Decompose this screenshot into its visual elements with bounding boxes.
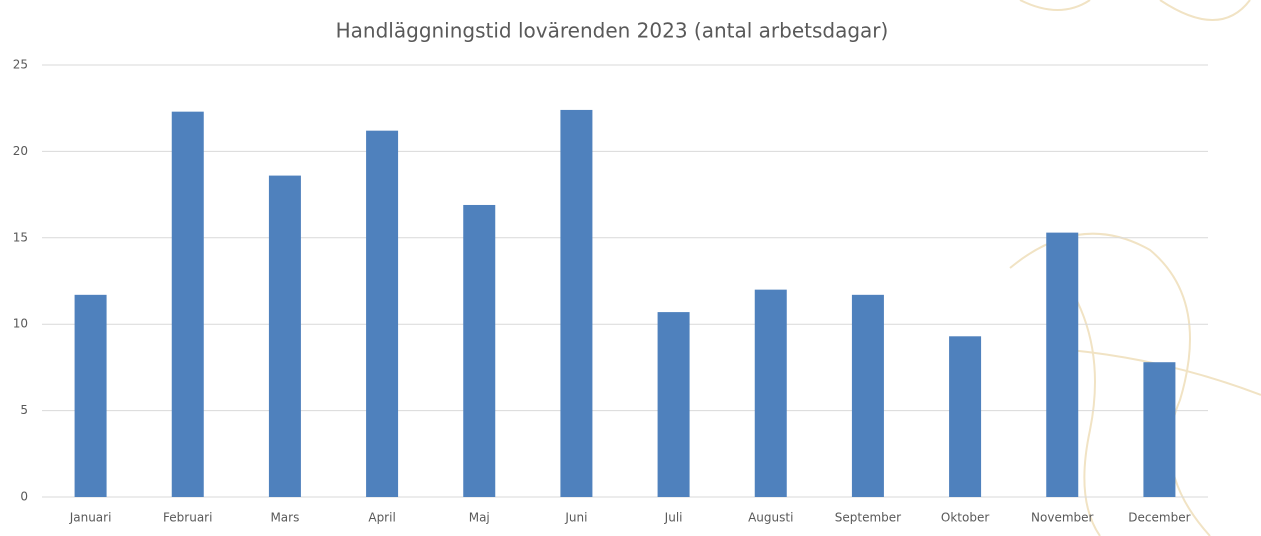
bar [560, 110, 592, 497]
x-tick-label: Juli [664, 511, 683, 525]
y-tick-label: 15 [13, 230, 28, 244]
x-tick-label: Juni [564, 511, 587, 525]
bar [949, 336, 981, 497]
chart-title: Handläggningstid lovärenden 2023 (antal … [336, 19, 889, 43]
y-tick-label: 0 [20, 490, 28, 504]
bar [269, 176, 301, 497]
x-tick-label: Maj [469, 511, 490, 525]
bar [366, 131, 398, 497]
x-tick-label: September [835, 511, 901, 525]
x-tick-label: December [1128, 511, 1190, 525]
bar [463, 205, 495, 497]
bar [1046, 233, 1078, 497]
bar [1143, 362, 1175, 497]
y-tick-label: 10 [13, 317, 28, 331]
y-tick-label: 5 [20, 403, 28, 417]
bar [172, 112, 204, 497]
bar [852, 295, 884, 497]
x-tick-label: Oktober [941, 511, 989, 525]
y-tick-label: 20 [13, 144, 28, 158]
x-tick-label: Mars [270, 511, 299, 525]
bar [755, 290, 787, 497]
x-tick-label: Januari [69, 511, 112, 525]
x-tick-label: April [368, 511, 395, 525]
x-tick-label: November [1031, 511, 1093, 525]
bar [75, 295, 107, 497]
x-tick-label: Augusti [748, 511, 793, 525]
x-tick-label: Februari [163, 511, 212, 525]
y-tick-label: 25 [13, 58, 28, 72]
chart: Handläggningstid lovärenden 2023 (antal … [0, 0, 1261, 536]
bar [658, 312, 690, 497]
